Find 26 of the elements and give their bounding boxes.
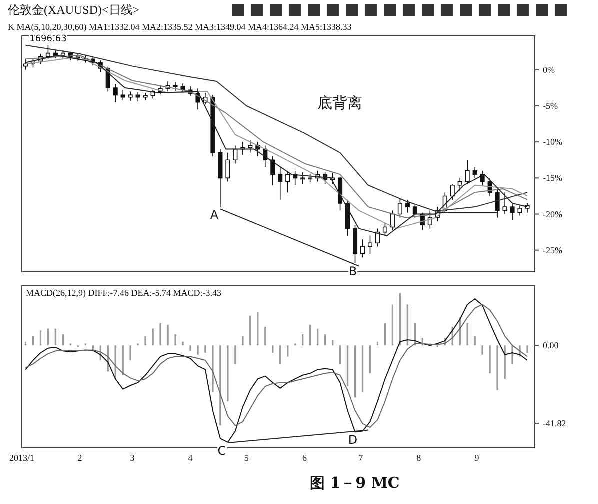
annotation: 底背离: [318, 94, 362, 112]
annotation: C: [218, 444, 226, 458]
y-tick-label: 0.00: [543, 340, 560, 351]
chart-subtitle: K MA(5,10,20,30,60) MA1:1332.04 MA2:1335.52 MA3:1349.04 MA4:1364.24 MA5:1338.33: [8, 22, 352, 32]
annotation: D: [348, 433, 358, 448]
y-tick-label: -25%: [543, 245, 563, 256]
chart-title: 伦敦金(XAUUSD)<日线>: [8, 3, 140, 17]
chart-title: MACD(26,12,9) DIFF:-7.46 DEA:-5.74 MACD:-3.43: [26, 288, 222, 298]
y-tick-label: -15%: [543, 173, 563, 184]
annotation: 1696.63: [30, 34, 67, 44]
x-tick-label: 9: [474, 453, 480, 463]
x-tick-label: 2: [78, 453, 82, 463]
x-tick-label: 3: [130, 453, 136, 463]
annotation: A: [210, 208, 220, 222]
x-tick-label: 4: [188, 453, 194, 463]
y-tick-label: 0%: [543, 64, 556, 75]
y-tick-label: -20%: [543, 209, 563, 220]
x-tick-label: 5: [244, 453, 250, 463]
x-tick-label: 8: [416, 453, 422, 463]
x-tick-label: 2013/1: [9, 453, 35, 463]
caption: 图 1－9 MC: [310, 474, 400, 492]
x-tick-label: 7: [358, 453, 364, 463]
x-tick-label: 6: [302, 453, 308, 463]
y-tick-label: -41.82: [543, 418, 566, 428]
y-tick-label: -5%: [543, 101, 558, 112]
y-tick-label: -10%: [543, 137, 563, 148]
